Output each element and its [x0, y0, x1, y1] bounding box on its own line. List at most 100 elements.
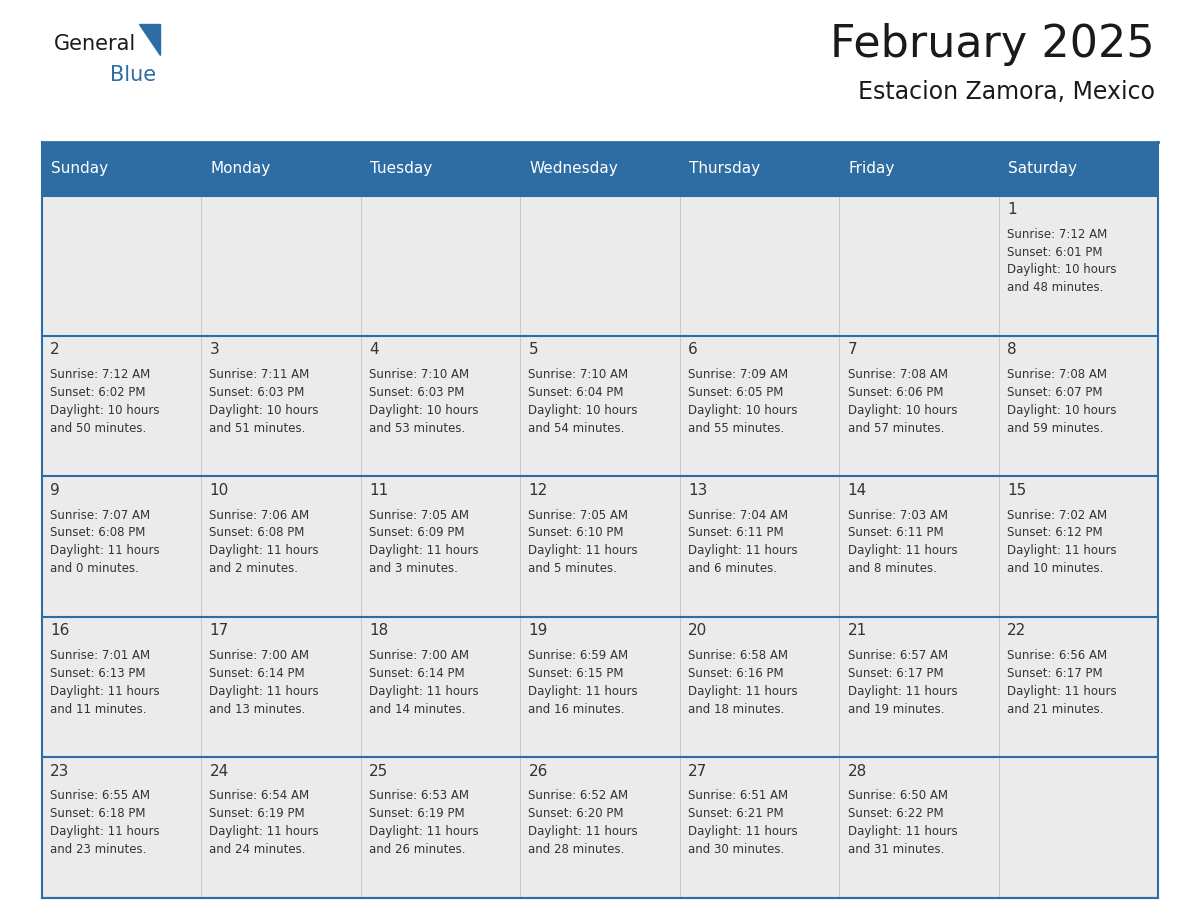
Text: 21: 21 — [847, 623, 867, 638]
Text: Sunset: 6:03 PM: Sunset: 6:03 PM — [209, 386, 305, 399]
Text: Sunrise: 7:08 AM: Sunrise: 7:08 AM — [847, 368, 948, 381]
Text: Sunset: 6:08 PM: Sunset: 6:08 PM — [209, 527, 305, 540]
Text: Sunrise: 7:09 AM: Sunrise: 7:09 AM — [688, 368, 788, 381]
Text: Sunrise: 7:00 AM: Sunrise: 7:00 AM — [209, 649, 309, 662]
Text: 25: 25 — [369, 764, 388, 778]
Text: Daylight: 10 hours: Daylight: 10 hours — [50, 404, 159, 417]
Text: 14: 14 — [847, 483, 867, 498]
Text: Sunrise: 7:02 AM: Sunrise: 7:02 AM — [1007, 509, 1107, 521]
Text: Sunset: 6:20 PM: Sunset: 6:20 PM — [529, 808, 624, 821]
Text: 7: 7 — [847, 342, 858, 357]
Text: Sunrise: 7:05 AM: Sunrise: 7:05 AM — [529, 509, 628, 521]
Text: Sunrise: 7:06 AM: Sunrise: 7:06 AM — [209, 509, 310, 521]
Text: Sunset: 6:07 PM: Sunset: 6:07 PM — [1007, 386, 1102, 399]
Text: Daylight: 10 hours: Daylight: 10 hours — [209, 404, 318, 417]
Text: and 50 minutes.: and 50 minutes. — [50, 422, 146, 435]
Text: 4: 4 — [369, 342, 379, 357]
Text: Sunset: 6:18 PM: Sunset: 6:18 PM — [50, 808, 145, 821]
Text: Daylight: 10 hours: Daylight: 10 hours — [1007, 263, 1117, 276]
Text: and 11 minutes.: and 11 minutes. — [50, 703, 146, 716]
Text: Sunset: 6:03 PM: Sunset: 6:03 PM — [369, 386, 465, 399]
Text: Sunrise: 7:07 AM: Sunrise: 7:07 AM — [50, 509, 150, 521]
Text: Sunset: 6:19 PM: Sunset: 6:19 PM — [369, 808, 465, 821]
Text: and 48 minutes.: and 48 minutes. — [1007, 281, 1104, 295]
Text: Daylight: 10 hours: Daylight: 10 hours — [688, 404, 797, 417]
Text: Blue: Blue — [110, 65, 157, 85]
Text: Daylight: 11 hours: Daylight: 11 hours — [529, 685, 638, 698]
Text: 2: 2 — [50, 342, 59, 357]
Text: Sunset: 6:22 PM: Sunset: 6:22 PM — [847, 808, 943, 821]
Text: Sunrise: 6:53 AM: Sunrise: 6:53 AM — [369, 789, 469, 802]
Text: Daylight: 10 hours: Daylight: 10 hours — [529, 404, 638, 417]
Text: 5: 5 — [529, 342, 538, 357]
Text: 23: 23 — [50, 764, 69, 778]
Text: Sunrise: 7:11 AM: Sunrise: 7:11 AM — [209, 368, 310, 381]
Text: February 2025: February 2025 — [830, 23, 1155, 65]
Bar — [42, 336, 1158, 476]
Text: Sunset: 6:15 PM: Sunset: 6:15 PM — [529, 666, 624, 680]
Text: Saturday: Saturday — [1009, 162, 1078, 176]
Text: Sunset: 6:04 PM: Sunset: 6:04 PM — [529, 386, 624, 399]
Text: and 59 minutes.: and 59 minutes. — [1007, 422, 1104, 435]
Text: Sunset: 6:17 PM: Sunset: 6:17 PM — [847, 666, 943, 680]
Text: Daylight: 10 hours: Daylight: 10 hours — [369, 404, 479, 417]
Text: Daylight: 11 hours: Daylight: 11 hours — [209, 685, 320, 698]
Text: Daylight: 11 hours: Daylight: 11 hours — [369, 544, 479, 557]
Text: Sunset: 6:08 PM: Sunset: 6:08 PM — [50, 527, 145, 540]
Text: Sunrise: 6:57 AM: Sunrise: 6:57 AM — [847, 649, 948, 662]
Text: and 8 minutes.: and 8 minutes. — [847, 562, 936, 576]
Text: Daylight: 11 hours: Daylight: 11 hours — [1007, 685, 1117, 698]
Text: 17: 17 — [209, 623, 228, 638]
Text: and 23 minutes.: and 23 minutes. — [50, 843, 146, 856]
Text: Daylight: 11 hours: Daylight: 11 hours — [529, 544, 638, 557]
Text: and 10 minutes.: and 10 minutes. — [1007, 562, 1104, 576]
Text: and 19 minutes.: and 19 minutes. — [847, 703, 944, 716]
Text: Daylight: 11 hours: Daylight: 11 hours — [847, 685, 958, 698]
Text: and 53 minutes.: and 53 minutes. — [369, 422, 466, 435]
Text: Sunset: 6:09 PM: Sunset: 6:09 PM — [369, 527, 465, 540]
Text: 10: 10 — [209, 483, 228, 498]
Text: 20: 20 — [688, 623, 707, 638]
Text: and 0 minutes.: and 0 minutes. — [50, 562, 139, 576]
Text: Daylight: 11 hours: Daylight: 11 hours — [50, 685, 159, 698]
Text: Sunrise: 6:51 AM: Sunrise: 6:51 AM — [688, 789, 788, 802]
Text: Sunset: 6:21 PM: Sunset: 6:21 PM — [688, 808, 784, 821]
Text: Sunrise: 7:10 AM: Sunrise: 7:10 AM — [529, 368, 628, 381]
Text: Sunset: 6:14 PM: Sunset: 6:14 PM — [369, 666, 465, 680]
Text: Daylight: 11 hours: Daylight: 11 hours — [688, 685, 797, 698]
Text: Sunrise: 7:08 AM: Sunrise: 7:08 AM — [1007, 368, 1107, 381]
Text: Daylight: 11 hours: Daylight: 11 hours — [369, 825, 479, 838]
Text: Daylight: 11 hours: Daylight: 11 hours — [688, 825, 797, 838]
Text: Sunrise: 7:04 AM: Sunrise: 7:04 AM — [688, 509, 788, 521]
Text: Wednesday: Wednesday — [530, 162, 619, 176]
Text: Sunset: 6:17 PM: Sunset: 6:17 PM — [1007, 666, 1102, 680]
Text: Daylight: 11 hours: Daylight: 11 hours — [847, 825, 958, 838]
Text: Daylight: 11 hours: Daylight: 11 hours — [50, 544, 159, 557]
Text: Daylight: 10 hours: Daylight: 10 hours — [847, 404, 958, 417]
Text: and 16 minutes.: and 16 minutes. — [529, 703, 625, 716]
Text: and 14 minutes.: and 14 minutes. — [369, 703, 466, 716]
Text: Thursday: Thursday — [689, 162, 760, 176]
Text: 6: 6 — [688, 342, 697, 357]
Text: Sunset: 6:13 PM: Sunset: 6:13 PM — [50, 666, 145, 680]
Text: 13: 13 — [688, 483, 707, 498]
Text: Sunset: 6:19 PM: Sunset: 6:19 PM — [209, 808, 305, 821]
Text: Daylight: 11 hours: Daylight: 11 hours — [369, 685, 479, 698]
Text: Sunrise: 7:00 AM: Sunrise: 7:00 AM — [369, 649, 469, 662]
Text: Sunset: 6:12 PM: Sunset: 6:12 PM — [1007, 527, 1102, 540]
Bar — [42, 757, 1158, 898]
Text: General: General — [53, 34, 135, 54]
Text: 1: 1 — [1007, 202, 1017, 217]
Text: 24: 24 — [209, 764, 228, 778]
Text: Daylight: 11 hours: Daylight: 11 hours — [50, 825, 159, 838]
Text: Daylight: 10 hours: Daylight: 10 hours — [1007, 404, 1117, 417]
Text: Sunset: 6:11 PM: Sunset: 6:11 PM — [688, 527, 784, 540]
Text: and 13 minutes.: and 13 minutes. — [209, 703, 305, 716]
Text: Sunrise: 7:12 AM: Sunrise: 7:12 AM — [50, 368, 150, 381]
Text: Sunrise: 6:58 AM: Sunrise: 6:58 AM — [688, 649, 788, 662]
Text: Sunrise: 7:03 AM: Sunrise: 7:03 AM — [847, 509, 948, 521]
Text: Sunrise: 6:59 AM: Sunrise: 6:59 AM — [529, 649, 628, 662]
Text: 15: 15 — [1007, 483, 1026, 498]
Text: Daylight: 11 hours: Daylight: 11 hours — [1007, 544, 1117, 557]
Text: and 3 minutes.: and 3 minutes. — [369, 562, 457, 576]
